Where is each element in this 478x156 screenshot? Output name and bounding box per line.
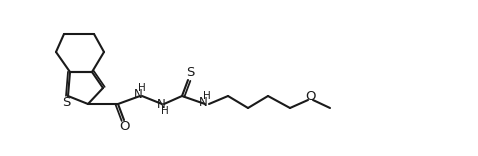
Text: S: S [186, 66, 194, 80]
Text: N: N [199, 95, 207, 109]
Text: S: S [62, 95, 70, 109]
Text: O: O [306, 90, 316, 103]
Text: N: N [157, 98, 165, 112]
Text: H: H [161, 106, 169, 116]
Text: H: H [203, 91, 211, 101]
Text: H: H [138, 83, 146, 93]
Text: O: O [120, 120, 130, 134]
Text: N: N [134, 88, 142, 100]
